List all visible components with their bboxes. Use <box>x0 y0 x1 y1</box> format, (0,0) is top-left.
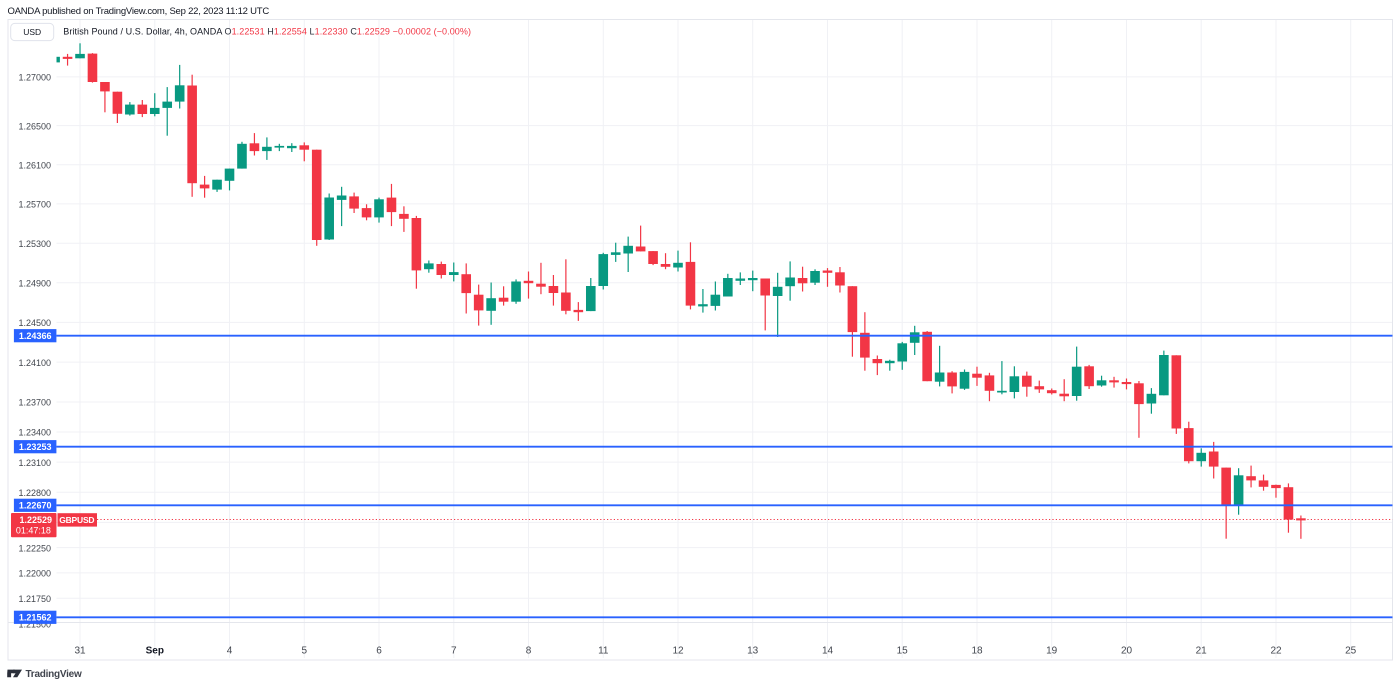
svg-text:1.22670: 1.22670 <box>19 501 52 511</box>
svg-text:1.23400: 1.23400 <box>18 428 51 438</box>
svg-text:15: 15 <box>897 645 909 656</box>
svg-text:1.26500: 1.26500 <box>18 121 51 131</box>
svg-text:4: 4 <box>227 645 233 656</box>
svg-text:1.24100: 1.24100 <box>18 358 51 368</box>
svg-text:1.22000: 1.22000 <box>18 569 51 579</box>
svg-text:GBPUSD: GBPUSD <box>59 515 94 525</box>
svg-text:18: 18 <box>971 645 983 656</box>
svg-text:5: 5 <box>302 645 308 656</box>
svg-text:TradingView: TradingView <box>26 669 82 680</box>
svg-text:1.23100: 1.23100 <box>18 458 51 468</box>
svg-text:1.22529: 1.22529 <box>20 515 53 525</box>
svg-text:25: 25 <box>1345 645 1357 656</box>
svg-text:20: 20 <box>1121 645 1133 656</box>
svg-text:1.26100: 1.26100 <box>18 160 51 170</box>
svg-text:12: 12 <box>672 645 684 656</box>
svg-text:1.24500: 1.24500 <box>18 318 51 328</box>
svg-text:8: 8 <box>526 645 532 656</box>
svg-text:01:47:18: 01:47:18 <box>16 526 51 536</box>
svg-text:1.21750: 1.21750 <box>18 594 51 604</box>
svg-text:7: 7 <box>451 645 457 656</box>
svg-text:British Pound / U.S. Dollar, 4: British Pound / U.S. Dollar, 4h, OANDA O… <box>63 27 471 37</box>
svg-text:1.21500: 1.21500 <box>18 619 51 629</box>
svg-text:1.24900: 1.24900 <box>18 279 51 289</box>
svg-text:13: 13 <box>747 645 759 656</box>
svg-text:14: 14 <box>822 645 834 656</box>
svg-text:1.25300: 1.25300 <box>18 239 51 249</box>
svg-text:Sep: Sep <box>146 645 164 656</box>
svg-text:19: 19 <box>1046 645 1058 656</box>
svg-text:USD: USD <box>23 27 41 37</box>
svg-text:OANDA published on TradingView: OANDA published on TradingView.com, Sep … <box>8 6 270 17</box>
svg-text:21: 21 <box>1196 645 1208 656</box>
svg-text:31: 31 <box>74 645 86 656</box>
svg-text:1.25700: 1.25700 <box>18 200 51 210</box>
svg-text:1.21562: 1.21562 <box>19 613 52 623</box>
svg-text:1.23700: 1.23700 <box>18 398 51 408</box>
svg-text:1.23253: 1.23253 <box>19 442 52 452</box>
svg-text:1.22250: 1.22250 <box>18 543 51 553</box>
svg-text:6: 6 <box>376 645 382 656</box>
svg-text:22: 22 <box>1270 645 1282 656</box>
svg-text:1.22800: 1.22800 <box>18 488 51 498</box>
svg-text:1.24366: 1.24366 <box>19 331 52 341</box>
svg-text:1.27000: 1.27000 <box>18 73 51 83</box>
svg-text:11: 11 <box>598 645 609 656</box>
